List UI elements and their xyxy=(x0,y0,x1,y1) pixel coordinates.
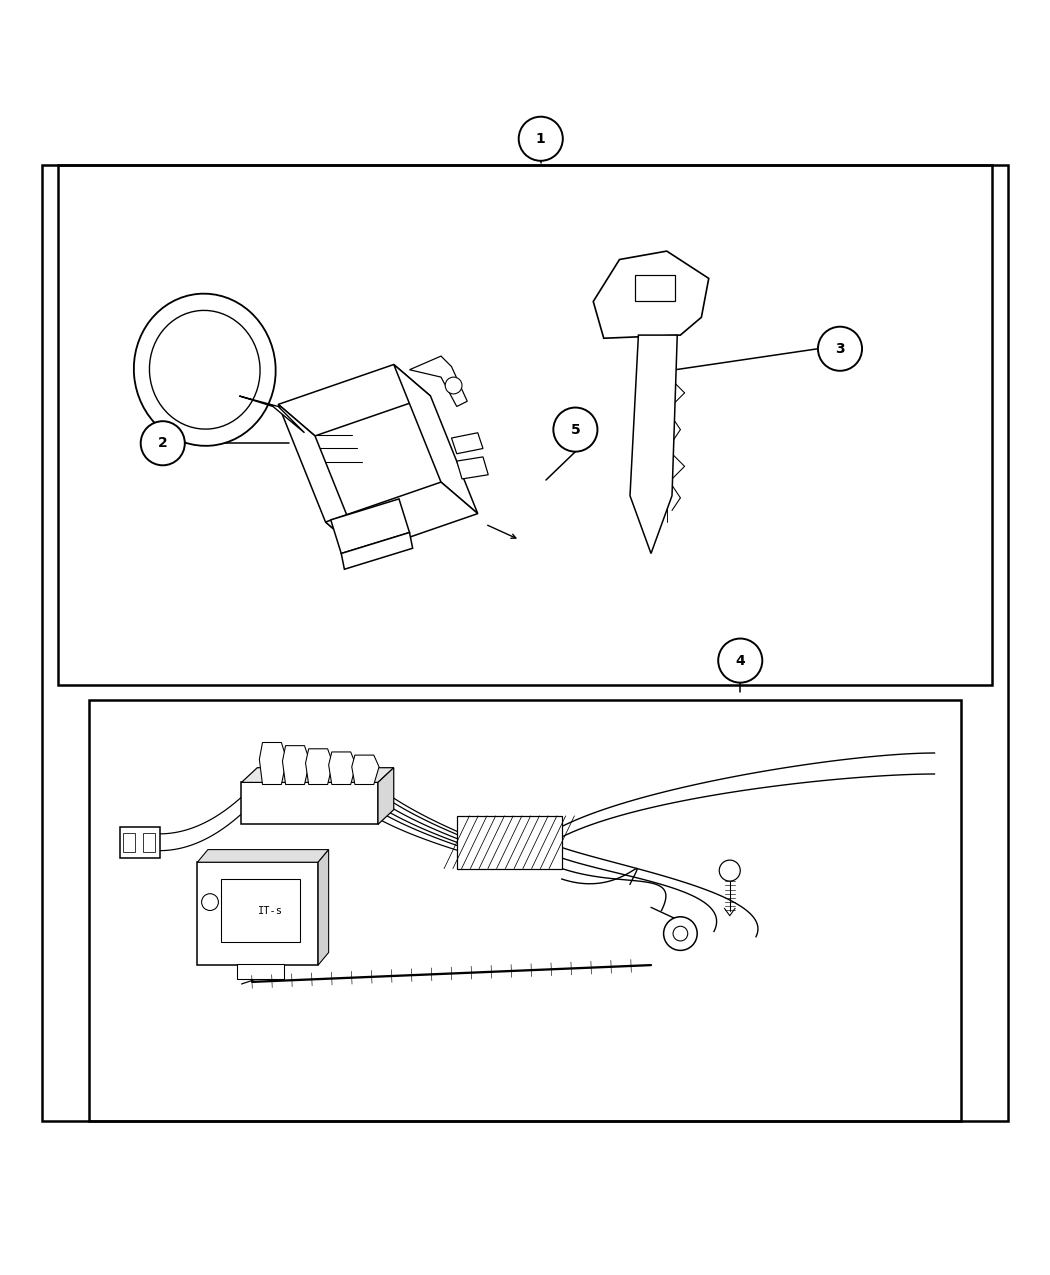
Polygon shape xyxy=(326,482,478,553)
Text: 5: 5 xyxy=(570,422,581,436)
Polygon shape xyxy=(352,755,379,784)
Text: 1: 1 xyxy=(536,131,546,145)
Polygon shape xyxy=(457,456,488,479)
Text: 3: 3 xyxy=(835,342,845,356)
Polygon shape xyxy=(242,783,378,825)
Bar xyxy=(457,816,562,868)
Circle shape xyxy=(141,421,185,465)
Polygon shape xyxy=(329,752,356,784)
Polygon shape xyxy=(259,742,287,784)
Text: 4: 4 xyxy=(735,654,746,668)
Bar xyxy=(143,833,155,852)
Polygon shape xyxy=(318,849,329,965)
Bar xyxy=(123,833,135,852)
Bar xyxy=(197,862,318,965)
Polygon shape xyxy=(242,768,394,783)
Polygon shape xyxy=(306,748,333,784)
Circle shape xyxy=(445,377,462,394)
Polygon shape xyxy=(452,432,483,454)
Polygon shape xyxy=(239,397,304,432)
Bar xyxy=(89,700,961,1121)
Text: 2: 2 xyxy=(158,436,168,450)
Bar xyxy=(237,964,284,979)
Polygon shape xyxy=(394,365,478,514)
Polygon shape xyxy=(410,356,467,407)
Circle shape xyxy=(673,926,688,941)
Circle shape xyxy=(719,861,740,881)
Polygon shape xyxy=(197,849,329,862)
Polygon shape xyxy=(593,251,709,338)
Polygon shape xyxy=(278,365,430,436)
Polygon shape xyxy=(341,533,413,569)
Circle shape xyxy=(718,639,762,682)
Circle shape xyxy=(553,408,597,451)
Bar xyxy=(120,826,160,858)
Polygon shape xyxy=(378,768,394,825)
Circle shape xyxy=(664,917,697,950)
Bar xyxy=(58,164,992,685)
Ellipse shape xyxy=(149,310,260,430)
Bar xyxy=(220,878,300,942)
Circle shape xyxy=(818,326,862,371)
Ellipse shape xyxy=(133,293,276,446)
Bar xyxy=(635,275,675,301)
Text: IT-s: IT-s xyxy=(258,905,284,915)
Polygon shape xyxy=(331,499,410,553)
Polygon shape xyxy=(630,335,677,553)
Polygon shape xyxy=(282,746,310,784)
Circle shape xyxy=(519,117,563,161)
Polygon shape xyxy=(278,404,362,553)
